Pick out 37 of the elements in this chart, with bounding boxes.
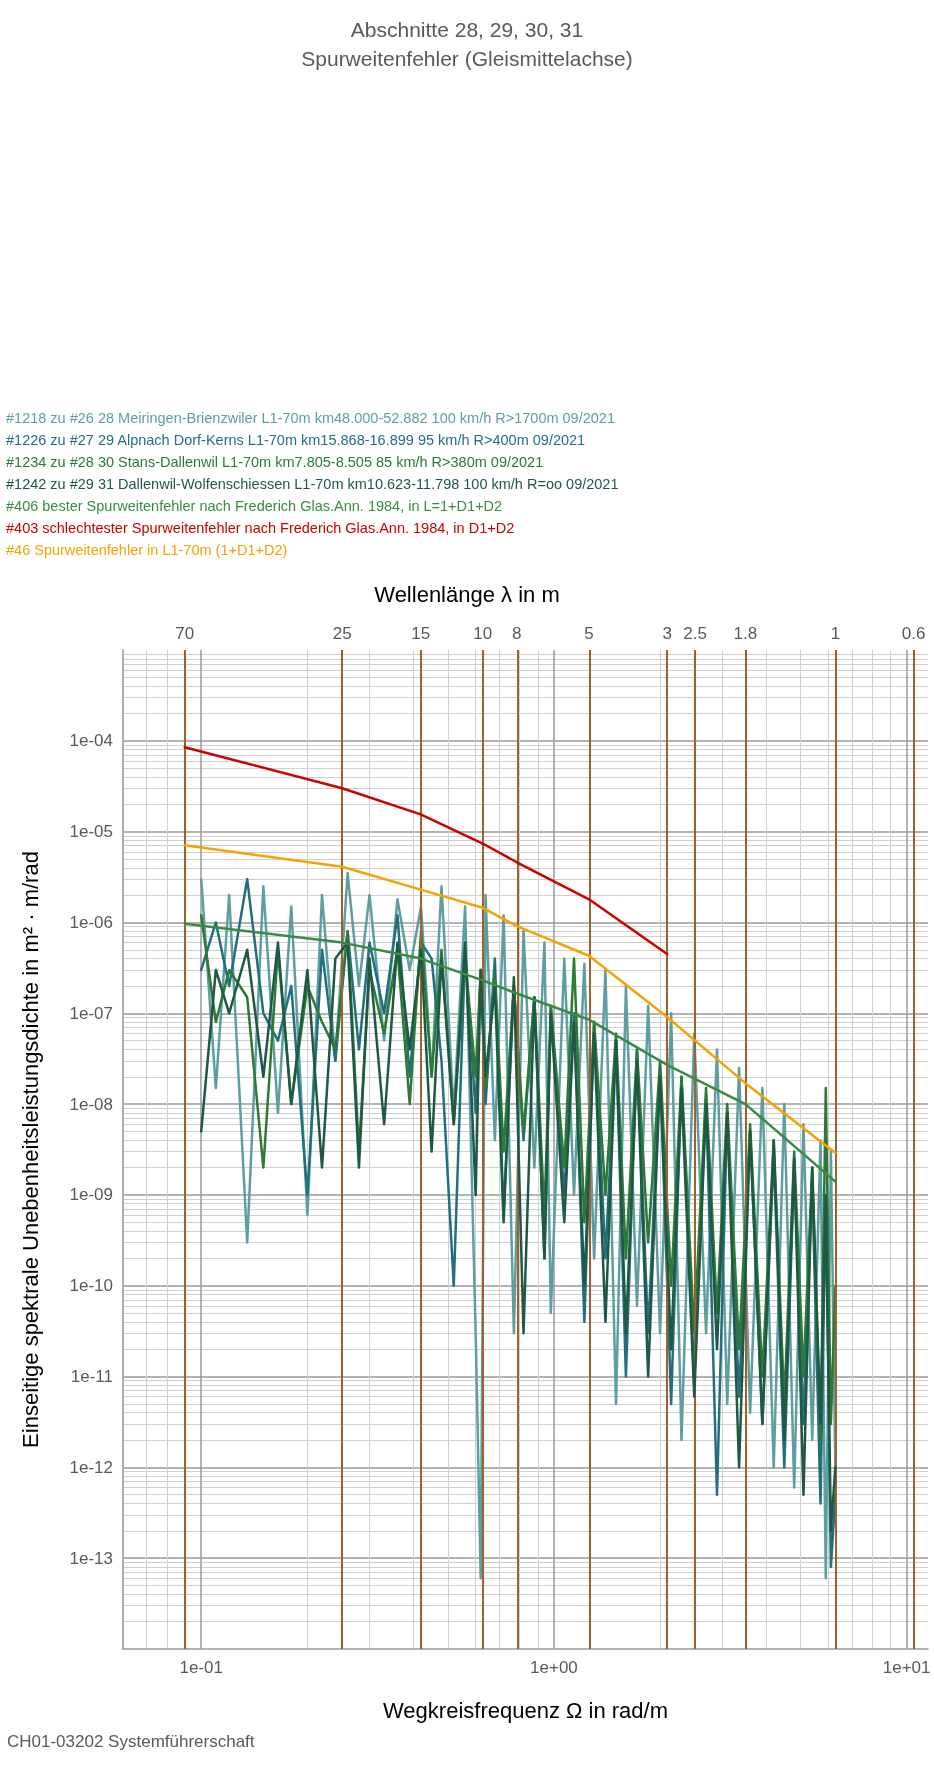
text: #46 Spurweitenfehler in L1-70m (1+D1+D2) bbox=[6, 541, 288, 558]
x-tick-label: 1e-01 bbox=[179, 1658, 223, 1677]
y-tick-label: 1e-07 bbox=[69, 1003, 113, 1023]
text: #406 bester Spurweitenfehler nach Frederich Glas.Ann. 1984, in L=1+D1+D2 bbox=[6, 497, 503, 514]
annotation: 5 bbox=[584, 624, 594, 643]
annotation: 15 bbox=[411, 624, 431, 643]
text: #1226 zu #27 29 Alpnach Dorf-Kerns L1-70m km15.868-16.899 95 km/h R>400m 09/2021 bbox=[6, 431, 586, 448]
text: #1234 zu #28 30 Stans-Dallenwil L1-70m km7.805-8.505 85 km/h R>380m 09/2021 bbox=[6, 453, 544, 470]
annotation: 8 bbox=[512, 624, 522, 643]
annotation: 70 bbox=[175, 624, 195, 643]
annotation: 0.6 bbox=[901, 624, 926, 643]
text: CH01-03202 Systemführerschaft bbox=[7, 1732, 255, 1751]
x-tick-label: 1e+01 bbox=[882, 1658, 931, 1677]
text: #403 schlechtester Spurweitenfehler nach Frederich Glas.Ann. 1984, in D1+D2 bbox=[6, 519, 515, 536]
annotation: 10 bbox=[473, 624, 493, 643]
y-tick-label: 1e-12 bbox=[69, 1457, 113, 1477]
chart-title: Abschnitte 28, 29, 30, 31 bbox=[350, 18, 584, 41]
y-tick-label: 1e-04 bbox=[69, 731, 113, 751]
y-tick-label: 1e-10 bbox=[69, 1276, 113, 1296]
x2-axis-title: Wellenlänge λ in m bbox=[374, 581, 560, 607]
y-tick-label: 1e-08 bbox=[69, 1094, 113, 1114]
x-axis-title: Wegkreisfrequenz Ω in rad/m bbox=[382, 1697, 669, 1723]
chart-subtitle: Spurweitenfehler (Gleismittelachse) bbox=[301, 47, 633, 70]
annotation: 25 bbox=[332, 624, 352, 643]
annotation: 3 bbox=[662, 624, 672, 643]
text: #1242 zu #29 31 Dallenwil-Wolfenschiessen L1-70m km10.623-11.798 100 km/h R=oo 09/2021 bbox=[6, 475, 619, 492]
y-tick-label: 1e-05 bbox=[69, 822, 113, 842]
annotation: 1 bbox=[830, 624, 841, 643]
annotation: 1.8 bbox=[733, 624, 758, 643]
y-tick-label: 1e-13 bbox=[69, 1548, 113, 1568]
y-tick-label: 1e-11 bbox=[70, 1367, 113, 1387]
y-tick-label: 1e-09 bbox=[69, 1185, 113, 1205]
y-axis-title: Einseitige spektrale Unebenheitsleistungsdichte in m² · m/rad bbox=[17, 851, 43, 1448]
x-tick-label: 1e+00 bbox=[530, 1658, 578, 1677]
annotation: 2.5 bbox=[683, 624, 707, 643]
text: #1218 zu #26 28 Meiringen-Brienzwiler L1-70m km48.000-52.882 100 km/h R>1700m 09/2021 bbox=[6, 409, 615, 426]
y-tick-label: 1e-06 bbox=[69, 912, 113, 932]
